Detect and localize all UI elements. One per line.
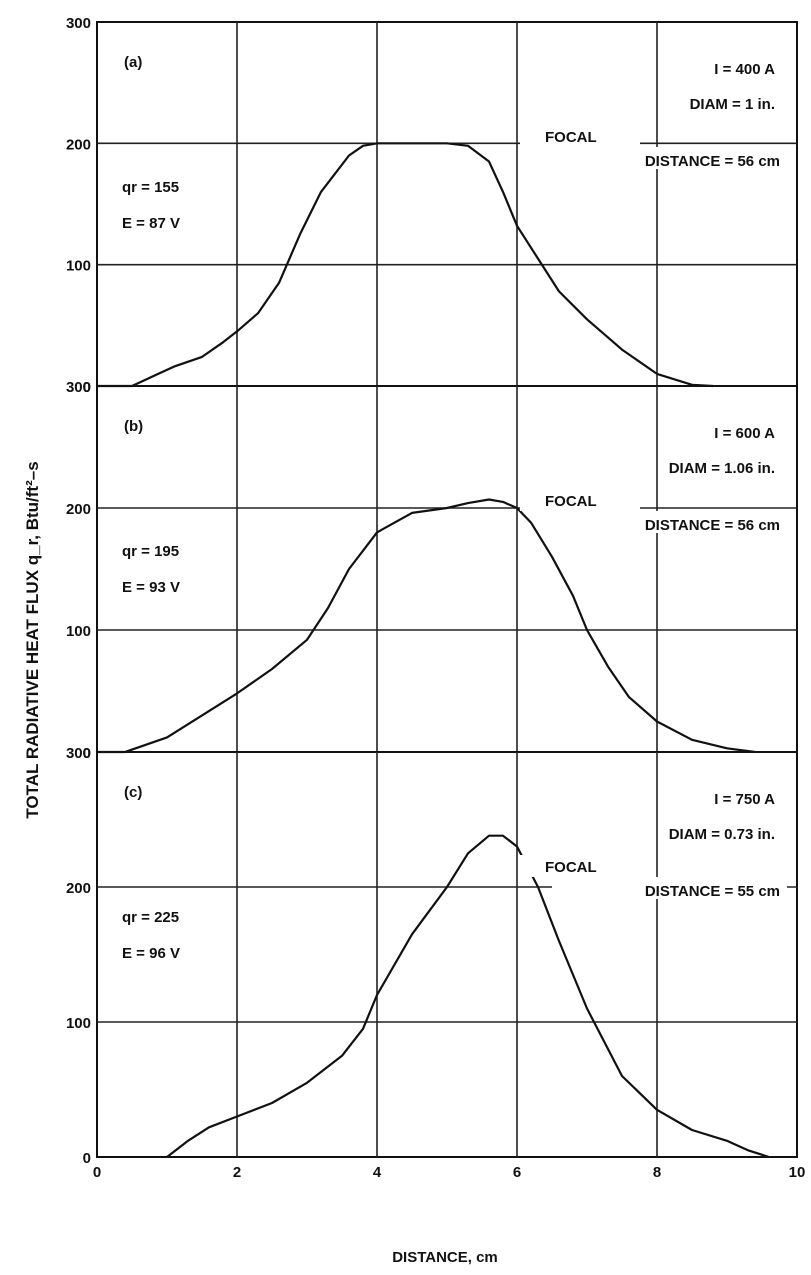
annotation-current: I = 750 A — [714, 791, 775, 808]
annotation-diam: DIAM = 1.06 in. — [669, 460, 775, 477]
x-tick-label: 2 — [233, 1164, 241, 1181]
y-tick-label: 200 — [66, 880, 91, 897]
y-tick-label: 300 — [66, 745, 91, 762]
data-line — [166, 834, 770, 1159]
annotation-diam: DIAM = 0.73 in. — [669, 826, 775, 843]
y-tick-label: 0 — [83, 745, 91, 762]
y-tick-label: 300 — [66, 15, 91, 32]
annotation-voltage: E = 96 V — [122, 945, 180, 962]
panel-a: 0 100 200 300 (a) I = 400 A DIAM = 1 in. FOCAL D… — [66, 15, 798, 396]
y-axis-label: TOTAL RADIATIVE HEAT FLUX q_r, Btu/ft²–s — [23, 461, 42, 818]
annotation-voltage: E = 87 V — [122, 215, 180, 232]
focal-bg — [552, 877, 787, 899]
y-tick-label: 0 — [83, 1150, 91, 1167]
plot-frame — [96, 751, 798, 1158]
annotation-focal-distance: DISTANCE = 56 cm — [645, 517, 780, 534]
panel-label: (c) — [124, 784, 142, 801]
annotation-qr: qr = 195 — [122, 543, 179, 560]
y-tick-label: 100 — [66, 1015, 91, 1032]
annotation-current: I = 400 A — [714, 61, 775, 78]
annotation-qr: qr = 155 — [122, 179, 179, 196]
x-axis-label: DISTANCE, cm — [392, 1249, 498, 1266]
annotation-focal: FOCAL — [545, 859, 597, 876]
x-tick-label: 0 — [93, 1164, 101, 1181]
y-tick-label: 100 — [66, 258, 91, 275]
annotation-diam: DIAM = 1 in. — [690, 96, 775, 113]
y-tick-label: 100 — [66, 623, 91, 640]
data-line — [97, 498, 756, 754]
y-tick-label: 200 — [66, 501, 91, 518]
annotation-focal-distance: DISTANCE = 55 cm — [645, 883, 780, 900]
y-tick-label: 300 — [66, 379, 91, 396]
x-tick-label: 8 — [653, 1164, 661, 1181]
focal-bg — [520, 855, 640, 877]
x-tick-label: 4 — [373, 1164, 382, 1181]
annotation-focal-distance: DISTANCE = 56 cm — [645, 153, 780, 170]
data-line — [97, 142, 714, 388]
annotation-current: I = 600 A — [714, 425, 775, 442]
x-tick-label: 6 — [513, 1164, 521, 1181]
focal-bg — [520, 125, 640, 147]
focal-bg — [552, 147, 787, 169]
annotation-qr: qr = 225 — [122, 909, 179, 926]
annotation-focal: FOCAL — [545, 129, 597, 146]
y-tick-label: 0 — [83, 379, 91, 396]
annotation-focal: FOCAL — [545, 493, 597, 510]
focal-bg — [520, 489, 640, 511]
y-tick-label: 200 — [66, 136, 91, 153]
annotation-voltage: E = 93 V — [122, 579, 180, 596]
panel-label: (b) — [124, 418, 143, 435]
x-tick-label: 10 — [789, 1164, 806, 1181]
panel-b: 0 100 200 300 (b) I = 600 A DIAM = 1.06 in. FOC… — [66, 379, 798, 762]
focal-bg — [552, 511, 787, 533]
panel-label: (a) — [124, 54, 142, 71]
plot-frame — [96, 385, 798, 753]
plot-frame — [96, 21, 798, 387]
